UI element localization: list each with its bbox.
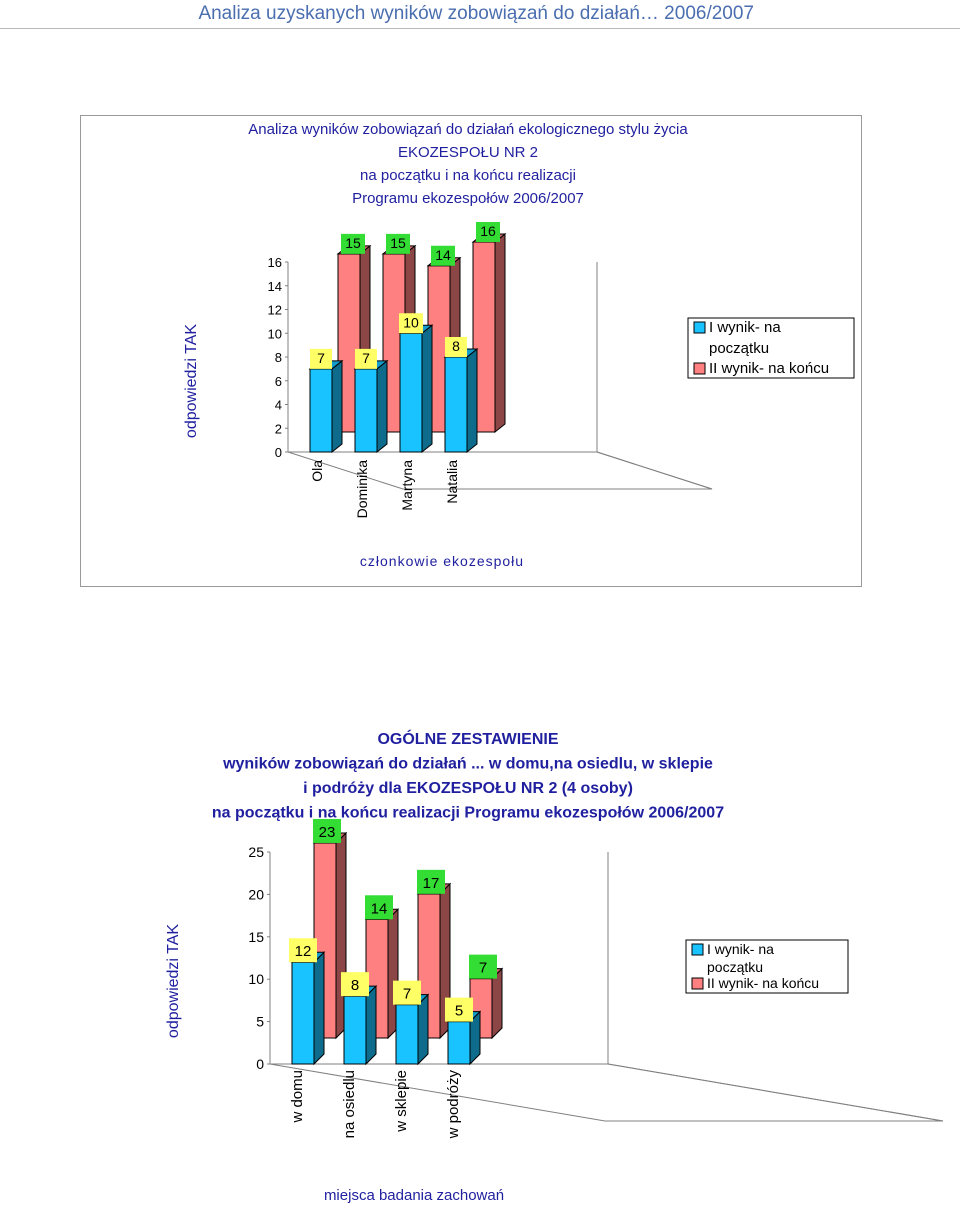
y-tick-label: 0	[275, 445, 282, 460]
x-tick-label: Natalia	[444, 460, 460, 504]
chart-title-line: Programu ekozespołów 2006/2007	[352, 190, 584, 207]
bar-series-1-side	[313, 951, 325, 1066]
x-tick-label: Martyna	[399, 460, 415, 511]
data-label: 7	[362, 350, 370, 366]
data-label: 7	[403, 986, 411, 1003]
data-label: 12	[295, 943, 312, 960]
data-label: 7	[479, 960, 487, 977]
data-label-bg	[417, 869, 445, 894]
y-tick-label: 15	[248, 929, 264, 945]
data-label: 14	[371, 900, 388, 917]
data-label-bg	[355, 348, 377, 369]
y-tick-label: 2	[275, 421, 282, 436]
data-label-bg	[445, 337, 467, 357]
legend-label: początku	[709, 340, 769, 357]
data-label-bg	[341, 972, 369, 997]
bar-series-2-side	[491, 967, 503, 1040]
data-label-bg	[386, 233, 410, 254]
x-axis-label: członkowie ekozespołu	[360, 553, 524, 569]
legend-label: I wynik- na	[709, 319, 781, 336]
data-label: 23	[319, 824, 336, 841]
chart-1-svg: Analiza wyników zobowiązań do działań ek…	[183, 121, 855, 569]
y-axis-label: odpowiedzi TAK	[165, 924, 182, 1038]
chart-title-line: na początku i na końcu realizacji Progra…	[212, 805, 724, 822]
chart-title-line: EKOZESPOŁU NR 2	[398, 144, 538, 161]
x-tick-label: w podróży	[445, 1070, 462, 1140]
y-tick-label: 10	[248, 971, 264, 987]
legend-swatch	[693, 362, 706, 375]
data-label: 16	[480, 223, 496, 239]
data-label: 17	[423, 875, 440, 892]
legend-swatch	[691, 977, 704, 990]
y-tick-label: 20	[248, 886, 264, 902]
data-label-bg	[469, 954, 497, 979]
x-tick-label: Dominika	[354, 460, 370, 519]
y-tick-label: 8	[275, 350, 282, 365]
data-label: 14	[435, 247, 451, 263]
x-tick-label: Ola	[309, 460, 325, 482]
data-label: 8	[351, 977, 359, 994]
data-label: 7	[317, 350, 325, 366]
bar-series-1-side	[365, 984, 377, 1066]
data-label: 15	[345, 235, 361, 251]
bar-series-1-side	[417, 993, 429, 1066]
legend-box	[685, 939, 849, 994]
x-axis-label: miejsca badania zachowań	[324, 1187, 504, 1204]
legend-label: II wynik- na końcu	[707, 975, 819, 991]
y-tick-label: 16	[268, 255, 282, 270]
legend-label: początku	[707, 959, 763, 975]
data-label-bg	[289, 938, 317, 963]
data-label-bg	[313, 818, 341, 843]
data-label-bg	[365, 895, 393, 920]
floor-edge	[607, 1063, 944, 1122]
y-tick-label: 12	[268, 303, 282, 318]
data-label-bg	[476, 222, 500, 242]
page-header-title: Analiza uzyskanych wyników zobowiązań do…	[198, 3, 754, 24]
y-tick-label: 4	[275, 398, 282, 413]
y-axis-label: odpowiedzi TAK	[183, 324, 200, 438]
y-tick-label: 10	[268, 326, 282, 341]
x-tick-label: na osiedlu	[341, 1070, 358, 1138]
data-label: 15	[390, 235, 406, 251]
chart-title-line: na początku i na końcu realizacji	[360, 167, 576, 184]
bar-series-1	[343, 995, 367, 1065]
x-tick-label: w sklepie	[393, 1070, 410, 1133]
data-label-bg	[399, 313, 423, 334]
chart-title-line: wyników zobowiązań do działań ... w domu…	[222, 756, 713, 773]
data-label-bg	[393, 980, 421, 1005]
legend-box	[687, 317, 855, 379]
chart-1-frame	[80, 115, 862, 587]
bar-series-1	[447, 1021, 471, 1065]
y-tick-label: 14	[268, 279, 282, 294]
chart-title-line: Analiza wyników zobowiązań do działań ek…	[248, 121, 688, 138]
data-label-bg	[431, 245, 455, 266]
chart-floor	[269, 1063, 944, 1122]
chart-title-line: OGÓLNE ZESTAWIENIE	[377, 729, 558, 748]
floor-edge	[596, 451, 713, 490]
bar-series-1	[291, 961, 315, 1065]
y-tick-label: 5	[256, 1014, 264, 1030]
legend-label: I wynik- na	[707, 941, 774, 957]
legend-label: II wynik- na końcu	[709, 360, 829, 377]
data-label-bg	[341, 233, 365, 254]
chart-title-line: i podróży dla EKOZESPOŁU NR 2 (4 osoby)	[303, 780, 633, 797]
y-tick-label: 0	[256, 1056, 264, 1072]
data-label: 5	[455, 1003, 463, 1020]
data-label: 8	[452, 338, 460, 354]
legend-swatch	[693, 321, 706, 334]
bar-series-1	[395, 1004, 419, 1065]
y-tick-label: 6	[275, 374, 282, 389]
y-tick-label: 25	[248, 844, 264, 860]
x-tick-label: w domu	[289, 1070, 306, 1124]
data-label-bg	[445, 997, 473, 1022]
data-label-bg	[310, 348, 332, 369]
page-header: Analiza uzyskanych wyników zobowiązań do…	[0, 0, 960, 29]
legend-swatch	[691, 943, 704, 956]
data-label: 10	[403, 314, 419, 330]
